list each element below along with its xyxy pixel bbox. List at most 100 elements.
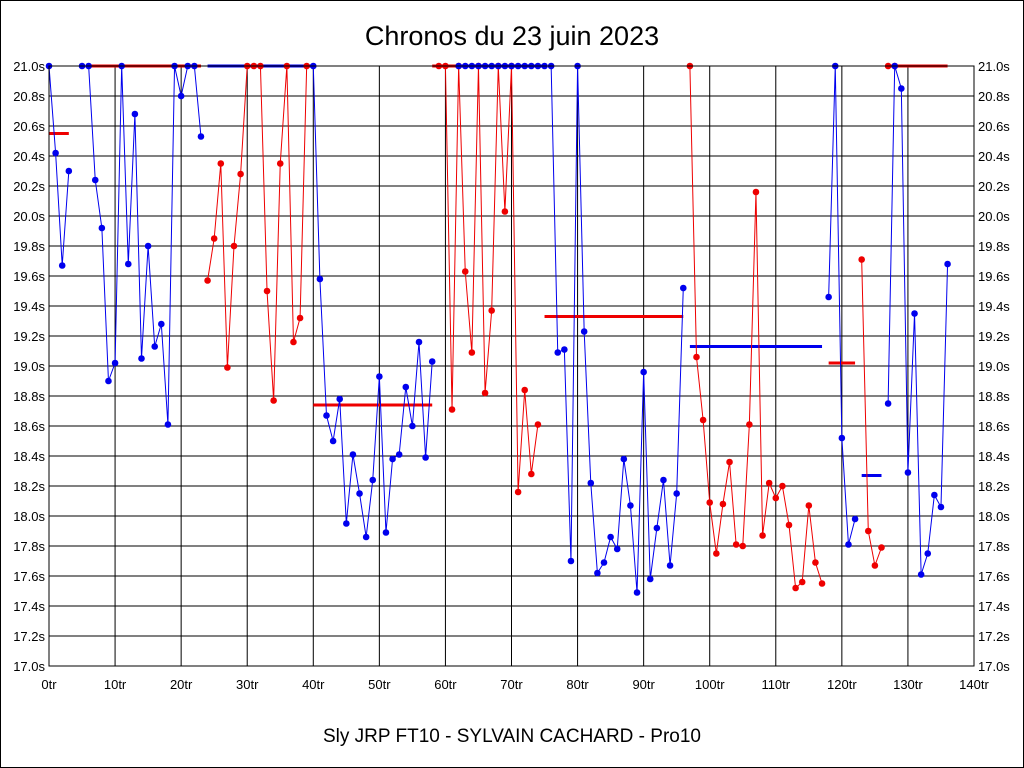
y-tick-label-left: 18.4s bbox=[13, 449, 45, 464]
data-point bbox=[858, 256, 865, 263]
data-point bbox=[779, 482, 786, 490]
data-point bbox=[521, 386, 529, 394]
data-point bbox=[871, 562, 879, 569]
data-point bbox=[91, 176, 99, 184]
x-tick-label: 70tr bbox=[500, 677, 523, 692]
data-point bbox=[719, 500, 727, 508]
y-tick-label-right: 18.8s bbox=[978, 389, 1010, 404]
y-tick-label-left: 19.8s bbox=[13, 239, 45, 254]
data-point bbox=[924, 550, 932, 557]
y-tick-label-right: 20.6s bbox=[978, 119, 1010, 134]
data-point bbox=[594, 569, 601, 577]
data-point bbox=[534, 421, 542, 428]
y-tick-label-left: 20.4s bbox=[13, 149, 45, 164]
data-point bbox=[633, 589, 641, 596]
x-tick-label: 10tr bbox=[104, 677, 127, 692]
y-tick-label-left: 19.2s bbox=[13, 329, 45, 344]
data-point bbox=[818, 580, 826, 587]
data-point bbox=[613, 545, 621, 553]
data-point bbox=[210, 235, 218, 242]
data-point bbox=[58, 262, 66, 269]
data-point bbox=[329, 437, 337, 445]
data-point bbox=[732, 541, 740, 548]
x-tick-label: 130tr bbox=[893, 677, 923, 692]
data-point bbox=[765, 479, 773, 487]
data-point bbox=[382, 529, 390, 536]
data-point bbox=[607, 533, 614, 541]
data-point bbox=[600, 559, 608, 566]
data-point bbox=[587, 479, 595, 487]
y-tick-label-left: 21.0s bbox=[13, 59, 45, 74]
data-point bbox=[528, 470, 535, 478]
data-point bbox=[204, 277, 211, 284]
data-point bbox=[362, 533, 370, 541]
y-tick-label-right: 19.2s bbox=[978, 329, 1010, 344]
data-point bbox=[415, 338, 423, 346]
x-tick-label: 30tr bbox=[236, 677, 259, 692]
y-tick-label-right: 17.6s bbox=[978, 569, 1010, 584]
plot-border bbox=[48, 65, 975, 667]
data-point bbox=[567, 557, 575, 565]
average-lines bbox=[49, 64, 948, 477]
y-tick-label-left: 17.0s bbox=[13, 659, 45, 674]
data-point bbox=[230, 242, 238, 250]
data-point bbox=[798, 578, 806, 586]
y-tick-label-right: 19.4s bbox=[978, 299, 1010, 314]
data-point bbox=[561, 346, 568, 353]
data-point bbox=[673, 490, 680, 497]
data-point bbox=[323, 412, 330, 419]
data-point bbox=[805, 502, 813, 509]
data-point bbox=[640, 368, 647, 376]
y-tick-label-right: 21.0s bbox=[978, 59, 1010, 74]
series-line bbox=[82, 65, 202, 425]
data-point bbox=[369, 476, 377, 484]
y-tick-label-left: 19.6s bbox=[13, 269, 45, 284]
series-group bbox=[204, 62, 310, 404]
y-tick-label-right: 20.4s bbox=[978, 149, 1010, 164]
data-point bbox=[237, 170, 244, 178]
data-point bbox=[580, 328, 588, 335]
series-group bbox=[435, 62, 542, 496]
x-tick-label: 120tr bbox=[827, 677, 857, 692]
series-group bbox=[309, 62, 436, 541]
data-point bbox=[376, 373, 383, 380]
data-point bbox=[481, 389, 489, 397]
data-point bbox=[356, 490, 363, 497]
data-point bbox=[878, 544, 885, 551]
data-point bbox=[448, 406, 456, 413]
series-group bbox=[78, 62, 205, 428]
y-tick-label-left: 20.2s bbox=[13, 179, 45, 194]
grid-lines bbox=[48, 65, 975, 667]
y-tick-label-left: 18.6s bbox=[13, 419, 45, 434]
data-point bbox=[812, 559, 819, 566]
data-point bbox=[164, 421, 172, 428]
data-point bbox=[343, 520, 350, 527]
data-point bbox=[627, 502, 634, 509]
data-point bbox=[944, 260, 951, 268]
data-point bbox=[845, 541, 852, 548]
y-tick-label-left: 17.4s bbox=[13, 599, 45, 614]
data-point bbox=[752, 188, 760, 196]
series-line bbox=[438, 65, 539, 493]
series-line bbox=[48, 65, 70, 266]
data-point bbox=[263, 287, 271, 295]
series-group bbox=[45, 62, 73, 269]
data-point bbox=[336, 395, 344, 403]
data-point bbox=[554, 349, 562, 356]
y-tick-label-right: 19.6s bbox=[978, 269, 1010, 284]
y-tick-label-right: 18.6s bbox=[978, 419, 1010, 434]
data-point bbox=[825, 293, 832, 301]
data-point bbox=[65, 167, 73, 175]
series-group bbox=[825, 62, 859, 548]
data-point bbox=[759, 532, 766, 539]
y-tick-label-right: 18.4s bbox=[978, 449, 1010, 464]
data-point bbox=[151, 343, 159, 350]
x-tick-label: 110tr bbox=[761, 677, 790, 692]
data-point bbox=[937, 503, 945, 511]
data-point bbox=[52, 149, 59, 157]
series-group bbox=[858, 256, 885, 569]
data-point bbox=[316, 275, 324, 283]
data-point bbox=[746, 421, 753, 428]
data-point bbox=[699, 416, 707, 424]
